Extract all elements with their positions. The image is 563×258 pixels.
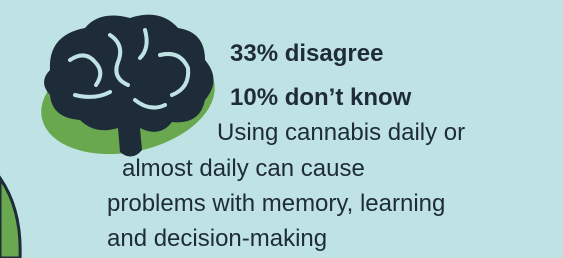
stat-line: 33% disagree [230, 40, 383, 67]
page: 33% disagree 10% don’t know Using cannab… [0, 0, 563, 258]
statement-line: almost daily can cause [122, 155, 365, 182]
statement-line: problems with memory, learning [107, 190, 445, 217]
infographic: 33% disagree 10% don’t know Using cannab… [0, 0, 563, 258]
statement-line: and decision-making [107, 225, 327, 252]
statement-line: Using cannabis daily or [217, 119, 465, 146]
stat-line: 10% don’t know [230, 84, 412, 111]
